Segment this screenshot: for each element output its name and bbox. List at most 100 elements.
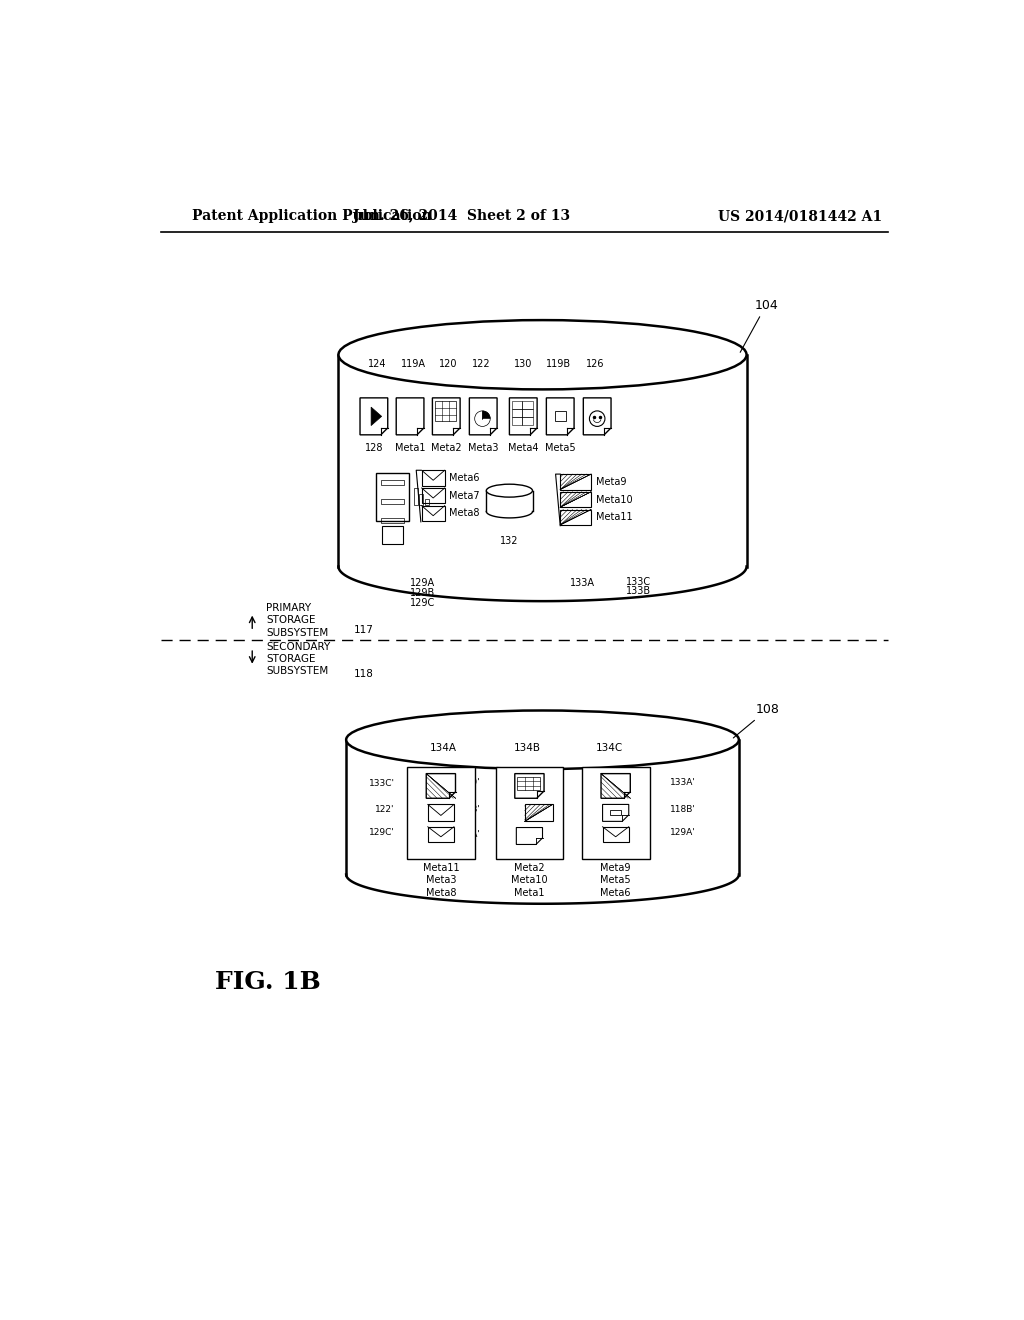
Polygon shape bbox=[339, 355, 746, 601]
Bar bbox=[428, 826, 454, 842]
Text: Jun. 26, 2014  Sheet 2 of 13: Jun. 26, 2014 Sheet 2 of 13 bbox=[353, 209, 570, 223]
Bar bbox=[422, 488, 444, 503]
Polygon shape bbox=[602, 804, 629, 821]
Text: 133C: 133C bbox=[626, 577, 651, 586]
Bar bbox=[522, 409, 534, 417]
Polygon shape bbox=[547, 397, 574, 434]
Text: PRIMARY
STORAGE
SUBSYSTEM: PRIMARY STORAGE SUBSYSTEM bbox=[266, 603, 329, 638]
Text: 133A': 133A' bbox=[670, 777, 695, 787]
Text: 120': 120' bbox=[461, 777, 481, 787]
Polygon shape bbox=[469, 397, 497, 434]
Bar bbox=[555, 411, 566, 421]
Polygon shape bbox=[432, 397, 460, 434]
Text: 128: 128 bbox=[365, 442, 383, 453]
Polygon shape bbox=[584, 397, 611, 434]
Bar bbox=[496, 767, 563, 859]
Text: Meta11: Meta11 bbox=[596, 512, 632, 523]
Text: 133C': 133C' bbox=[369, 779, 394, 788]
Text: 117: 117 bbox=[354, 624, 374, 635]
Text: 122: 122 bbox=[472, 359, 490, 368]
Text: 124: 124 bbox=[368, 359, 386, 368]
Bar bbox=[560, 492, 591, 507]
Bar bbox=[522, 417, 534, 425]
Bar bbox=[419, 494, 423, 506]
Text: Meta11
Meta3
Meta8: Meta11 Meta3 Meta8 bbox=[423, 863, 459, 898]
Text: Meta10: Meta10 bbox=[596, 495, 632, 504]
Polygon shape bbox=[509, 397, 538, 434]
Text: 129C': 129C' bbox=[369, 828, 394, 837]
Text: 122': 122' bbox=[375, 805, 394, 813]
Bar bbox=[425, 499, 429, 506]
Bar bbox=[428, 804, 454, 821]
Bar bbox=[602, 826, 629, 842]
Bar bbox=[517, 776, 541, 791]
Polygon shape bbox=[515, 774, 544, 799]
Text: 129A: 129A bbox=[410, 578, 435, 587]
Text: 129A': 129A' bbox=[670, 829, 695, 837]
Polygon shape bbox=[396, 397, 424, 434]
Bar bbox=[435, 401, 457, 421]
Text: 108: 108 bbox=[733, 702, 779, 738]
Bar bbox=[407, 767, 475, 859]
Text: SECONDARY
STORAGE
SUBSYSTEM: SECONDARY STORAGE SUBSYSTEM bbox=[266, 642, 331, 676]
Text: 118: 118 bbox=[354, 669, 374, 680]
Text: 129C: 129C bbox=[410, 598, 435, 609]
Polygon shape bbox=[486, 491, 532, 517]
Text: 118B': 118B' bbox=[670, 805, 695, 813]
Text: 132: 132 bbox=[500, 536, 518, 545]
Text: Patent Application Publication: Patent Application Publication bbox=[193, 209, 432, 223]
Bar bbox=[376, 474, 409, 521]
Text: 134B: 134B bbox=[514, 743, 541, 752]
Text: 134A: 134A bbox=[430, 743, 457, 752]
Text: 133B': 133B' bbox=[455, 805, 481, 813]
Polygon shape bbox=[601, 774, 631, 799]
Text: 104: 104 bbox=[740, 298, 778, 352]
Text: Meta2
Meta10
Meta1: Meta2 Meta10 Meta1 bbox=[511, 863, 548, 898]
Polygon shape bbox=[482, 411, 490, 418]
Text: Meta1: Meta1 bbox=[395, 442, 425, 453]
Text: Meta9: Meta9 bbox=[596, 477, 626, 487]
Text: Meta9
Meta5
Meta6: Meta9 Meta5 Meta6 bbox=[600, 863, 631, 898]
Text: Meta5: Meta5 bbox=[545, 442, 575, 453]
Text: Meta6: Meta6 bbox=[449, 473, 479, 483]
Ellipse shape bbox=[339, 321, 746, 389]
Text: 129B: 129B bbox=[410, 589, 435, 598]
Bar bbox=[512, 417, 522, 425]
Polygon shape bbox=[371, 407, 382, 425]
Text: 133B: 133B bbox=[626, 586, 651, 595]
Bar bbox=[422, 470, 444, 486]
Text: 119B: 119B bbox=[546, 359, 571, 368]
Bar bbox=[524, 804, 553, 821]
Text: Meta4: Meta4 bbox=[508, 442, 539, 453]
Text: 119A': 119A' bbox=[455, 830, 481, 840]
Text: Meta8: Meta8 bbox=[449, 508, 479, 519]
Text: 130: 130 bbox=[514, 359, 532, 368]
Text: 133A: 133A bbox=[570, 578, 595, 587]
Bar bbox=[522, 401, 534, 409]
Bar bbox=[414, 488, 418, 506]
Bar bbox=[560, 510, 591, 525]
Polygon shape bbox=[360, 397, 388, 434]
Text: 119A: 119A bbox=[400, 359, 426, 368]
Bar bbox=[381, 517, 403, 523]
Polygon shape bbox=[516, 828, 543, 845]
Polygon shape bbox=[346, 739, 739, 904]
Text: Meta2: Meta2 bbox=[431, 442, 462, 453]
Text: Meta3: Meta3 bbox=[468, 442, 499, 453]
Bar bbox=[382, 525, 403, 544]
Bar bbox=[422, 506, 444, 521]
Text: US 2014/0181442 A1: US 2014/0181442 A1 bbox=[719, 209, 883, 223]
Text: FIG. 1B: FIG. 1B bbox=[215, 970, 321, 994]
Bar bbox=[582, 767, 649, 859]
Text: 134C: 134C bbox=[596, 743, 624, 752]
Bar bbox=[381, 479, 403, 486]
Bar bbox=[512, 401, 522, 409]
Ellipse shape bbox=[486, 484, 532, 498]
Text: 126: 126 bbox=[586, 359, 604, 368]
Bar bbox=[560, 474, 591, 490]
Polygon shape bbox=[426, 774, 456, 799]
Text: Meta7: Meta7 bbox=[449, 491, 479, 500]
Text: 120: 120 bbox=[438, 359, 457, 368]
Ellipse shape bbox=[346, 710, 739, 770]
Bar bbox=[381, 499, 403, 504]
